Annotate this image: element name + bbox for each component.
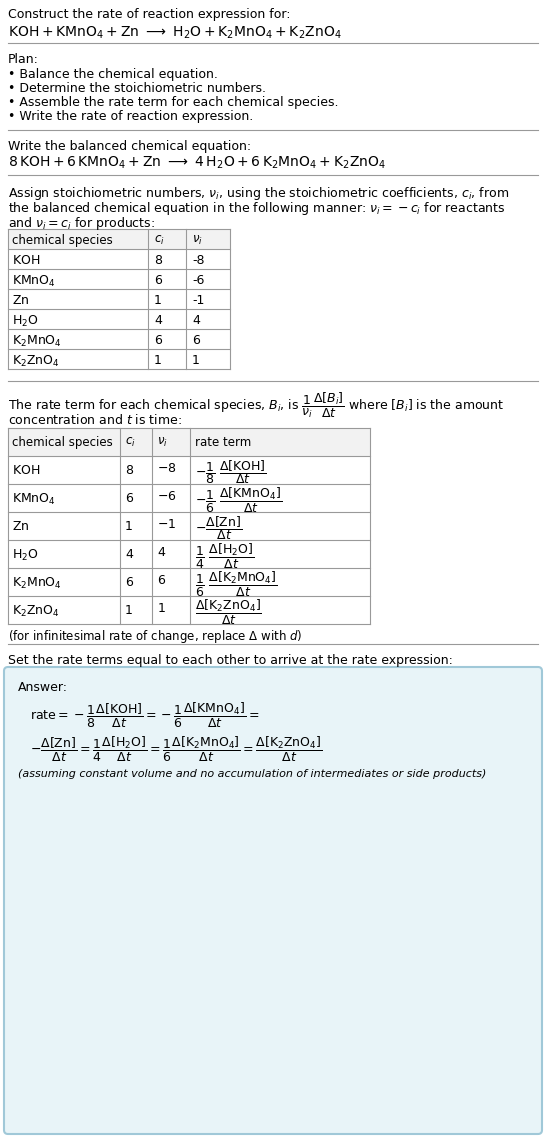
Text: 6: 6 xyxy=(125,576,133,588)
Text: 6: 6 xyxy=(192,334,200,346)
Text: $\mathrm{KOH}$: $\mathrm{KOH}$ xyxy=(12,463,40,477)
Text: $1$: $1$ xyxy=(157,602,166,615)
Text: $-\dfrac{\Delta[\mathrm{Zn}]}{\Delta t}$: $-\dfrac{\Delta[\mathrm{Zn}]}{\Delta t}$ xyxy=(195,513,242,542)
Text: 4: 4 xyxy=(192,314,200,327)
Text: $-8$: $-8$ xyxy=(157,462,176,475)
Text: $\nu_i$: $\nu_i$ xyxy=(192,234,203,248)
Text: 1: 1 xyxy=(192,354,200,367)
Text: $-\dfrac{1}{8}\ \dfrac{\Delta[\mathrm{KOH}]}{\Delta t}$: $-\dfrac{1}{8}\ \dfrac{\Delta[\mathrm{KO… xyxy=(195,458,267,486)
Text: 6: 6 xyxy=(154,274,162,287)
Text: $c_i$: $c_i$ xyxy=(154,234,165,248)
Text: 1: 1 xyxy=(125,604,133,617)
Text: • Determine the stoichiometric numbers.: • Determine the stoichiometric numbers. xyxy=(8,82,266,95)
Text: 8: 8 xyxy=(125,463,133,477)
Text: $\mathrm{K_2ZnO_4}$: $\mathrm{K_2ZnO_4}$ xyxy=(12,354,60,369)
Text: 6: 6 xyxy=(125,492,133,506)
FancyBboxPatch shape xyxy=(8,229,230,249)
Text: $\dfrac{1}{4}\ \dfrac{\Delta[\mathrm{H_2O}]}{\Delta t}$: $\dfrac{1}{4}\ \dfrac{\Delta[\mathrm{H_2… xyxy=(195,542,254,571)
Text: Set the rate terms equal to each other to arrive at the rate expression:: Set the rate terms equal to each other t… xyxy=(8,654,453,667)
Text: $4$: $4$ xyxy=(157,546,166,559)
Text: $\nu_i$: $\nu_i$ xyxy=(157,436,168,449)
Text: $\mathrm{K_2ZnO_4}$: $\mathrm{K_2ZnO_4}$ xyxy=(12,604,60,619)
Text: 4: 4 xyxy=(154,314,162,327)
Text: $\mathrm{K_2MnO_4}$: $\mathrm{K_2MnO_4}$ xyxy=(12,334,62,349)
Text: • Write the rate of reaction expression.: • Write the rate of reaction expression. xyxy=(8,110,253,123)
Text: • Assemble the rate term for each chemical species.: • Assemble the rate term for each chemic… xyxy=(8,97,339,109)
Text: -6: -6 xyxy=(192,274,204,287)
Text: (assuming constant volume and no accumulation of intermediates or side products): (assuming constant volume and no accumul… xyxy=(18,769,486,779)
FancyBboxPatch shape xyxy=(8,428,370,456)
Text: concentration and $t$ is time:: concentration and $t$ is time: xyxy=(8,414,182,427)
Text: $\mathrm{KOH + KMnO_4 + Zn\ \longrightarrow\ H_2O + K_2MnO_4 + K_2ZnO_4}$: $\mathrm{KOH + KMnO_4 + Zn\ \longrightar… xyxy=(8,25,342,41)
FancyBboxPatch shape xyxy=(4,667,542,1134)
Text: -1: -1 xyxy=(192,294,204,307)
Text: $-6$: $-6$ xyxy=(157,490,176,503)
Text: 4: 4 xyxy=(125,548,133,561)
Text: 1: 1 xyxy=(125,520,133,533)
Text: $\dfrac{\Delta[\mathrm{K_2ZnO_4}]}{\Delta t}$: $\dfrac{\Delta[\mathrm{K_2ZnO_4}]}{\Delt… xyxy=(195,598,262,627)
Text: 6: 6 xyxy=(154,334,162,346)
Text: $\dfrac{1}{6}\ \dfrac{\Delta[\mathrm{K_2MnO_4}]}{\Delta t}$: $\dfrac{1}{6}\ \dfrac{\Delta[\mathrm{K_2… xyxy=(195,570,278,599)
Text: Answer:: Answer: xyxy=(18,680,68,694)
Text: 8: 8 xyxy=(154,254,162,267)
Text: $\mathrm{H_2O}$: $\mathrm{H_2O}$ xyxy=(12,548,39,563)
Text: $\mathrm{KMnO_4}$: $\mathrm{KMnO_4}$ xyxy=(12,274,56,289)
Text: $\mathrm{8\,KOH + 6\,KMnO_4 + Zn\ \longrightarrow\ 4\,H_2O + 6\,K_2MnO_4 + K_2Zn: $\mathrm{8\,KOH + 6\,KMnO_4 + Zn\ \longr… xyxy=(8,154,386,172)
Text: • Balance the chemical equation.: • Balance the chemical equation. xyxy=(8,68,218,81)
Text: Construct the rate of reaction expression for:: Construct the rate of reaction expressio… xyxy=(8,8,290,20)
Text: $\mathrm{H_2O}$: $\mathrm{H_2O}$ xyxy=(12,314,39,329)
Text: chemical species: chemical species xyxy=(12,436,113,449)
Text: $\mathrm{KMnO_4}$: $\mathrm{KMnO_4}$ xyxy=(12,492,56,507)
Text: Write the balanced chemical equation:: Write the balanced chemical equation: xyxy=(8,140,251,153)
Text: $-1$: $-1$ xyxy=(157,518,176,531)
Text: $c_i$: $c_i$ xyxy=(125,436,136,449)
Text: $-\dfrac{\Delta[\mathrm{Zn}]}{\Delta t}= \dfrac{1}{4}\dfrac{\Delta[\mathrm{H_2O}: $-\dfrac{\Delta[\mathrm{Zn}]}{\Delta t}=… xyxy=(30,735,323,765)
Text: 1: 1 xyxy=(154,294,162,307)
Text: $\mathrm{KOH}$: $\mathrm{KOH}$ xyxy=(12,254,40,267)
Text: Plan:: Plan: xyxy=(8,53,39,66)
Text: -8: -8 xyxy=(192,254,205,267)
Text: Assign stoichiometric numbers, $\nu_i$, using the stoichiometric coefficients, $: Assign stoichiometric numbers, $\nu_i$, … xyxy=(8,185,509,202)
Text: and $\nu_i = c_i$ for products:: and $\nu_i = c_i$ for products: xyxy=(8,215,155,232)
Text: rate term: rate term xyxy=(195,436,251,449)
Text: $\mathrm{Zn}$: $\mathrm{Zn}$ xyxy=(12,294,29,307)
Text: $\mathrm{Zn}$: $\mathrm{Zn}$ xyxy=(12,520,29,533)
Text: $6$: $6$ xyxy=(157,574,166,587)
Text: $\mathrm{K_2MnO_4}$: $\mathrm{K_2MnO_4}$ xyxy=(12,576,62,591)
Text: $-\dfrac{1}{6}\ \dfrac{\Delta[\mathrm{KMnO_4}]}{\Delta t}$: $-\dfrac{1}{6}\ \dfrac{\Delta[\mathrm{KM… xyxy=(195,486,282,515)
Text: chemical species: chemical species xyxy=(12,234,113,247)
Text: (for infinitesimal rate of change, replace $\Delta$ with $d$): (for infinitesimal rate of change, repla… xyxy=(8,628,302,645)
Text: the balanced chemical equation in the following manner: $\nu_i = -c_i$ for react: the balanced chemical equation in the fo… xyxy=(8,200,506,217)
Text: 1: 1 xyxy=(154,354,162,367)
Text: $\mathrm{rate} = -\dfrac{1}{8}\dfrac{\Delta[\mathrm{KOH}]}{\Delta t}= -\dfrac{1}: $\mathrm{rate} = -\dfrac{1}{8}\dfrac{\De… xyxy=(30,701,259,730)
Text: The rate term for each chemical species, $B_i$, is $\dfrac{1}{\nu_i}\dfrac{\Delt: The rate term for each chemical species,… xyxy=(8,391,505,420)
